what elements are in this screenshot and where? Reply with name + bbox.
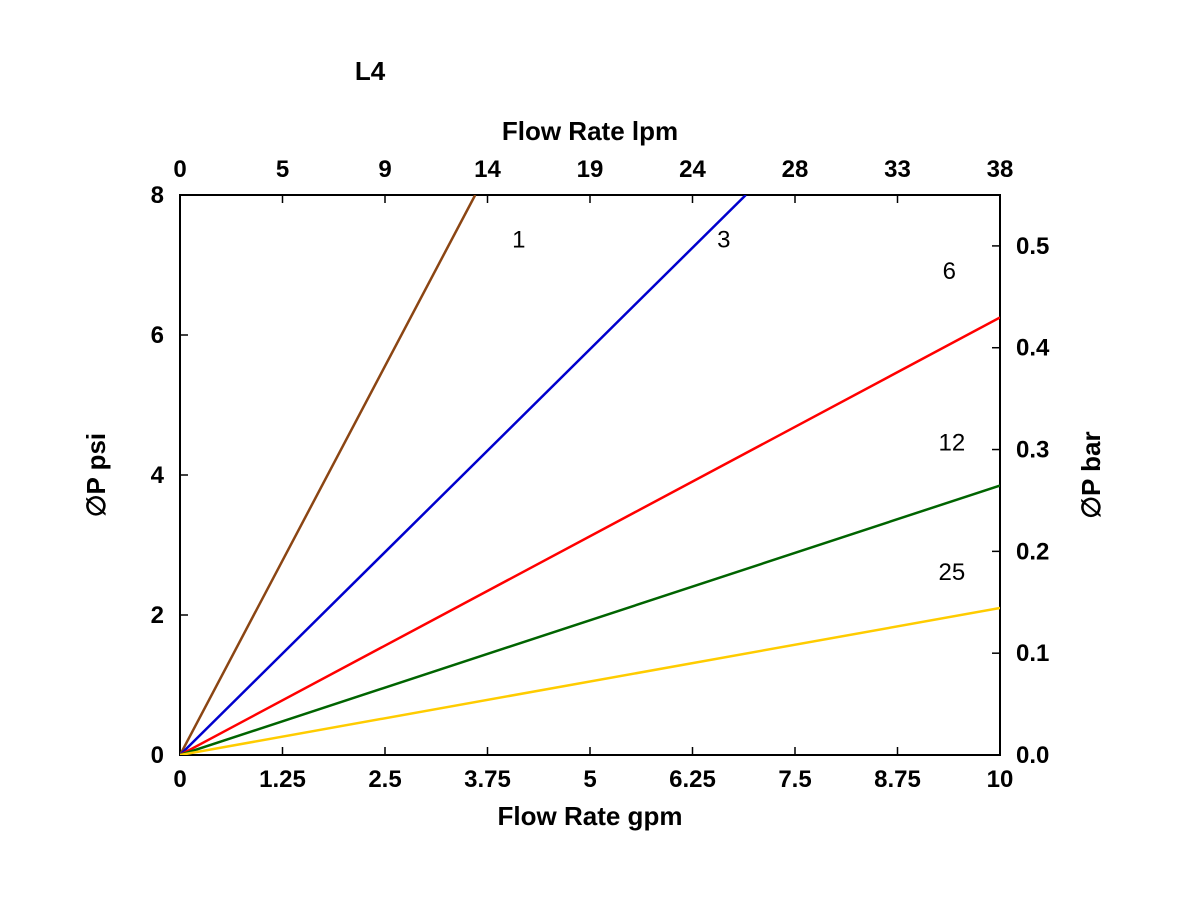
xt-tick-label: 14 bbox=[474, 156, 501, 183]
x-top-label: Flow Rate lpm bbox=[502, 116, 678, 146]
series-label-6: 6 bbox=[943, 258, 956, 285]
yr-tick-label: 0.1 bbox=[1016, 640, 1049, 667]
xt-tick-label: 24 bbox=[679, 156, 706, 183]
xb-tick-label: 6.25 bbox=[669, 766, 716, 793]
xt-tick-label: 0 bbox=[173, 156, 186, 183]
xb-tick-label: 7.5 bbox=[778, 766, 811, 793]
xt-tick-label: 9 bbox=[378, 156, 391, 183]
chart-title-l4: L4 bbox=[355, 56, 386, 86]
series-label-1: 1 bbox=[512, 227, 525, 254]
xb-tick-label: 8.75 bbox=[874, 766, 921, 793]
yl-tick-label: 0 bbox=[151, 742, 164, 769]
series-label-3: 3 bbox=[717, 227, 730, 254]
xt-tick-label: 5 bbox=[276, 156, 289, 183]
chart-container: 01.252.53.7556.257.58.7510Flow Rate gpm0… bbox=[0, 0, 1192, 902]
xb-tick-label: 2.5 bbox=[368, 766, 401, 793]
x-bottom-label: Flow Rate gpm bbox=[498, 801, 683, 831]
yl-tick-label: 8 bbox=[151, 182, 164, 209]
xt-tick-label: 38 bbox=[987, 156, 1014, 183]
yl-tick-label: 6 bbox=[151, 322, 164, 349]
xt-tick-label: 19 bbox=[577, 156, 604, 183]
xb-tick-label: 5 bbox=[583, 766, 596, 793]
y-right-label: ∅P bar bbox=[1076, 431, 1106, 518]
xt-tick-label: 28 bbox=[782, 156, 809, 183]
line-chart: 01.252.53.7556.257.58.7510Flow Rate gpm0… bbox=[0, 0, 1192, 902]
xb-tick-label: 0 bbox=[173, 766, 186, 793]
yr-tick-label: 0.2 bbox=[1016, 538, 1049, 565]
series-label-12: 12 bbox=[939, 430, 966, 457]
yr-tick-label: 0.5 bbox=[1016, 233, 1049, 260]
xb-tick-label: 10 bbox=[987, 766, 1014, 793]
yl-tick-label: 2 bbox=[151, 602, 164, 629]
xb-tick-label: 3.75 bbox=[464, 766, 511, 793]
xt-tick-label: 33 bbox=[884, 156, 911, 183]
series-label-25: 25 bbox=[939, 559, 966, 586]
y-left-label: ∅P psi bbox=[81, 433, 111, 517]
xb-tick-label: 1.25 bbox=[259, 766, 306, 793]
yr-tick-label: 0.3 bbox=[1016, 437, 1049, 464]
yr-tick-label: 0.0 bbox=[1016, 742, 1049, 769]
yl-tick-label: 4 bbox=[151, 462, 165, 489]
yr-tick-label: 0.4 bbox=[1016, 335, 1050, 362]
